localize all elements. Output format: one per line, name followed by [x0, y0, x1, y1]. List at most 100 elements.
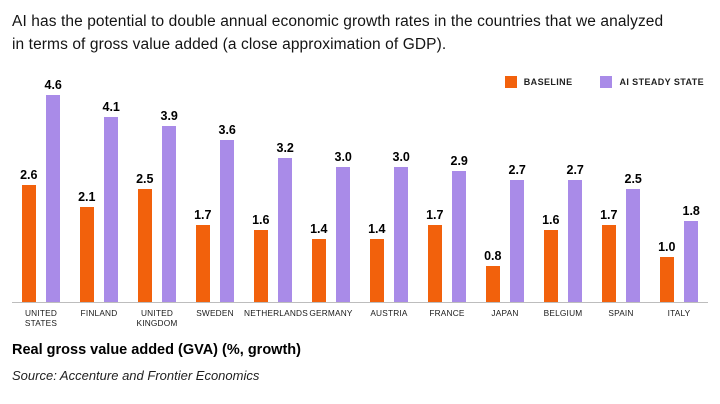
x-axis-label: Austria: [370, 307, 408, 318]
y-axis-title: Real gross value added (GVA) (%, growth): [12, 342, 301, 359]
bar-value-label: 1.6: [252, 212, 270, 227]
bar-ai-steady-state: [684, 220, 699, 302]
legend-label-ai-steady-state: AI STEADY STATE: [619, 76, 704, 87]
bar-value-label: 2.6: [20, 167, 38, 182]
bar-column: 1.8: [683, 204, 700, 302]
bar-baseline: [311, 238, 326, 302]
bar-value-label: 1.7: [426, 208, 444, 222]
bar-column: 1.6: [542, 212, 560, 302]
bar-group: 1.4 3.0 Austria: [360, 74, 418, 330]
bar-column: 2.6: [20, 167, 38, 302]
bar-pair: 1.4 3.0: [368, 74, 410, 302]
bar-value-label: 0.8: [484, 248, 502, 263]
bar-value-label: 2.9: [450, 154, 468, 168]
bar-value-label: 1.4: [310, 221, 328, 236]
bar-value-label: 1.4: [368, 221, 386, 236]
x-axis-label: Belgium: [543, 307, 583, 318]
x-axis-label: Sweden: [196, 307, 234, 318]
bar-group: 1.0 1.8 Italy: [650, 74, 708, 330]
bar-value-label: 3.0: [392, 149, 410, 164]
bar-baseline: [543, 229, 558, 302]
bar-ai-steady-state: [278, 157, 293, 302]
bar-ai-steady-state: [394, 166, 409, 302]
bar-baseline: [601, 225, 616, 302]
baseline-swatch-icon: [504, 75, 517, 88]
bar-group: 1.6 3.2 Netherlands: [244, 74, 308, 330]
bar-column: 1.7: [426, 208, 444, 302]
bar-column: 1.7: [194, 208, 212, 302]
bar-baseline: [427, 225, 442, 302]
bar-column: 3.0: [335, 150, 352, 302]
bar-baseline: [369, 238, 384, 302]
x-axis-label: Japan: [491, 307, 519, 318]
bar-value-label: 2.7: [508, 163, 526, 177]
bar-value-label: 1.7: [600, 208, 618, 222]
legend-item-ai-steady-state: AI STEADY STATE: [600, 75, 704, 88]
bar-pair: 1.6 3.2: [252, 74, 294, 302]
bar-value-label: 2.5: [624, 172, 642, 186]
bar-baseline: [137, 189, 152, 302]
bar-column: 1.0: [658, 239, 676, 302]
bar-column: 3.6: [219, 123, 236, 302]
bar-baseline: [21, 184, 36, 302]
bar-group: 1.7 3.6 Sweden: [186, 74, 244, 330]
bar-ai-steady-state: [336, 166, 351, 302]
bar-value-label: 2.1: [78, 190, 96, 204]
bar-ai-steady-state: [46, 94, 61, 302]
bar-column: 4.1: [103, 100, 120, 302]
bar-column: 3.9: [161, 109, 178, 302]
grouped-bar-chart: BASELINE AI STEADY STATE 2.6 4.6 United St…: [12, 74, 708, 330]
bar-value-label: 3.0: [334, 149, 352, 164]
bar-column: 2.5: [625, 172, 642, 302]
bar-pair: 0.8 2.7: [484, 74, 526, 302]
bar-baseline: [253, 229, 268, 302]
bar-column: 4.6: [45, 78, 62, 302]
bar-value-label: 1.0: [658, 239, 676, 254]
bar-value-label: 2.7: [566, 163, 584, 177]
bar-column: 1.4: [310, 221, 328, 302]
bar-baseline: [79, 207, 94, 302]
bar-group: 0.8 2.7 Japan: [476, 74, 534, 330]
bar-value-label: 1.6: [542, 212, 560, 227]
bar-ai-steady-state: [104, 117, 119, 302]
bar-baseline: [195, 225, 210, 302]
ai-steady-state-swatch-icon: [600, 75, 613, 88]
bar-value-label: 2.5: [136, 172, 154, 186]
bar-column: 0.8: [484, 248, 502, 302]
bar-value-label: 4.1: [102, 100, 120, 114]
bar-baseline: [659, 256, 674, 302]
bar-column: 1.4: [368, 221, 386, 302]
bar-column: 2.5: [136, 172, 154, 302]
bar-value-label: 3.6: [218, 122, 236, 137]
bar-group: 2.1 4.1 Finland: [70, 74, 128, 330]
bar-ai-steady-state: [626, 189, 641, 302]
bar-column: 1.7: [600, 208, 618, 302]
bar-value-label: 3.9: [160, 109, 178, 123]
source-attribution: Source: Accenture and Frontier Economics: [12, 368, 260, 384]
bar-pair: 2.1 4.1: [78, 74, 120, 302]
bar-ai-steady-state: [510, 180, 525, 302]
bar-ai-steady-state: [162, 126, 177, 302]
legend-item-baseline: BASELINE: [504, 75, 573, 88]
chart-footer: Real gross value added (GVA) (%, growth)…: [12, 342, 708, 383]
bar-group: 1.7 2.5 Spain: [592, 74, 650, 330]
x-axis-label: France: [429, 307, 465, 318]
x-axis-label: Netherlands: [244, 307, 308, 318]
bar-value-label: 1.7: [194, 208, 212, 222]
bar-baseline: [485, 265, 500, 302]
bar-column: 2.1: [78, 190, 96, 302]
bar-pair: 2.6 4.6: [20, 74, 62, 302]
bar-column: 2.9: [451, 154, 468, 302]
bar-group: 1.7 2.9 France: [418, 74, 476, 330]
bar-column: 1.6: [252, 212, 270, 302]
bar-value-label: 4.6: [44, 77, 62, 92]
bar-group: 1.6 2.7 Belgium: [534, 74, 592, 330]
bar-ai-steady-state: [568, 180, 583, 302]
x-axis-label: Germany: [309, 307, 353, 318]
bar-column: 2.7: [567, 163, 584, 302]
x-axis-line: [12, 301, 708, 303]
bar-group: 2.5 3.9 United Kingdom: [128, 74, 186, 330]
bar-pair: 2.5 3.9: [136, 74, 178, 302]
bar-value-label: 1.8: [682, 203, 700, 218]
